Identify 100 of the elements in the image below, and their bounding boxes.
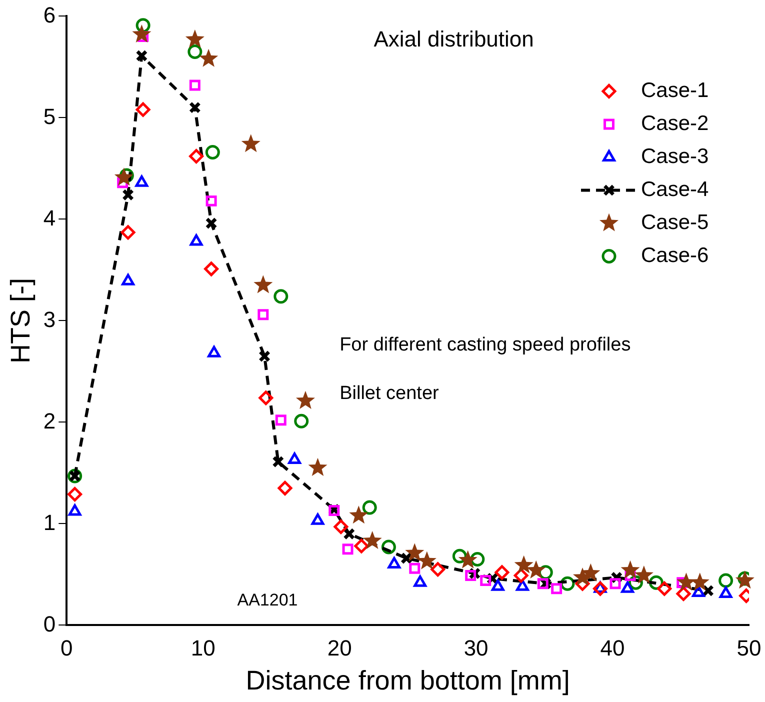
x-tick-label: 30	[464, 635, 488, 660]
y-tick-label: 6	[43, 2, 56, 28]
point	[634, 565, 654, 584]
point	[68, 504, 82, 516]
point	[254, 275, 273, 294]
x-tick-label: 10	[190, 635, 216, 660]
annotation: Billet center	[340, 383, 440, 404]
point	[388, 557, 401, 569]
legend-label: Case-3	[641, 144, 709, 168]
point	[199, 48, 218, 67]
annotation: Axial distribution	[374, 26, 534, 52]
point	[349, 506, 368, 524]
point	[657, 581, 672, 596]
point	[381, 540, 396, 554]
point	[354, 538, 369, 554]
point	[514, 555, 534, 574]
point	[342, 544, 354, 555]
point	[430, 562, 446, 577]
point	[136, 102, 150, 117]
point	[185, 30, 204, 48]
point	[294, 414, 309, 428]
point	[241, 134, 260, 152]
point	[735, 570, 754, 589]
point	[272, 456, 284, 468]
point	[480, 575, 492, 586]
legend-label: Case-1	[641, 78, 709, 102]
y-tick-label: 1	[43, 510, 56, 535]
point	[205, 217, 218, 230]
point	[120, 225, 136, 240]
legend-label: Case-2	[641, 112, 709, 135]
point	[343, 528, 356, 540]
point	[581, 563, 600, 582]
point	[258, 390, 274, 406]
x-axis-title: Distance from bottom [mm]	[246, 665, 570, 696]
point	[465, 570, 476, 581]
point	[275, 414, 286, 426]
point	[458, 550, 478, 568]
point	[68, 487, 82, 502]
point	[400, 552, 412, 564]
legend-label: Case-6	[641, 244, 709, 267]
point	[610, 578, 621, 590]
point	[452, 548, 467, 564]
point	[190, 234, 203, 246]
point	[414, 575, 427, 587]
point	[189, 149, 204, 164]
point	[188, 102, 201, 114]
point	[514, 568, 528, 583]
point	[311, 513, 324, 525]
y-tick-label: 3	[43, 306, 56, 332]
point	[114, 168, 134, 186]
x-tick-label: 20	[327, 635, 352, 660]
x-tick-label: 0	[60, 635, 73, 660]
point	[718, 573, 734, 588]
legend-label: Case-5	[641, 210, 709, 234]
point	[274, 289, 288, 304]
point	[334, 519, 348, 534]
point	[258, 309, 269, 320]
point	[702, 584, 714, 597]
point	[537, 578, 548, 590]
point	[189, 80, 200, 91]
point	[676, 572, 696, 591]
point	[690, 572, 710, 591]
annotation: AA1201	[237, 590, 298, 610]
y-tick-label: 5	[43, 104, 56, 129]
y-tick-label: 4	[43, 205, 56, 230]
y-tick-label: 2	[43, 408, 56, 434]
point	[208, 346, 220, 358]
point	[676, 586, 691, 601]
point	[278, 480, 292, 496]
point	[117, 177, 128, 188]
legend-label: Case-4	[641, 178, 710, 201]
point	[620, 560, 640, 578]
point	[526, 560, 546, 578]
point	[206, 195, 217, 206]
point	[135, 175, 148, 187]
annotation: For different casting speed profiles	[340, 334, 631, 356]
x-tick-label: 40	[600, 635, 625, 660]
y-tick-label: 0	[43, 611, 56, 636]
point	[494, 565, 510, 580]
x-tick-label: 50	[736, 635, 762, 660]
point	[122, 274, 134, 286]
point	[258, 350, 271, 362]
point	[204, 262, 219, 276]
point	[551, 583, 562, 594]
point	[405, 543, 424, 562]
y-axis-title: HTS [-]	[6, 278, 36, 364]
point	[592, 581, 608, 596]
point	[692, 585, 705, 597]
point	[122, 188, 134, 201]
point	[296, 390, 315, 409]
point	[308, 458, 328, 476]
point	[719, 586, 732, 598]
point	[205, 144, 220, 160]
point	[362, 530, 382, 550]
point	[288, 452, 301, 464]
point	[136, 18, 150, 33]
point	[491, 579, 504, 591]
point	[188, 44, 202, 59]
point	[136, 50, 148, 62]
point	[132, 24, 152, 43]
